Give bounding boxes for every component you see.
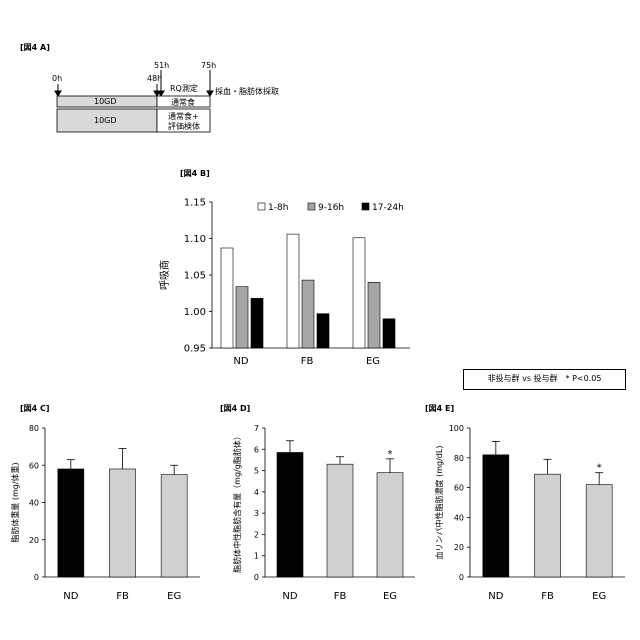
panel-b-title: [図4 B] bbox=[180, 168, 210, 179]
chart-d-y-tick-label: 3 bbox=[254, 509, 259, 518]
chart-c-x-tick-label: ND bbox=[63, 591, 78, 602]
chart-d-x-tick-label: EG bbox=[383, 591, 397, 602]
chart-c-bar-fb bbox=[110, 469, 136, 577]
chart-e-significance-mark: * bbox=[597, 463, 602, 474]
chart-b-bar-nd-1 bbox=[236, 287, 248, 348]
chart-e-y-tick-label: 100 bbox=[449, 424, 464, 433]
sampling-label: 採血・脂肪体採取 bbox=[215, 86, 279, 97]
chart-d-bar-eg bbox=[377, 473, 403, 577]
time-label-51h: 51h bbox=[154, 61, 169, 70]
chart-c-bar-nd bbox=[58, 469, 84, 577]
chart-b-legend-swatch bbox=[258, 203, 265, 210]
chart-d-y-tick-label: 2 bbox=[254, 530, 259, 539]
chart-b-bar-nd-0 bbox=[221, 248, 233, 348]
chart-b-y-tick-label: 1.05 bbox=[184, 271, 206, 282]
time-label-75h: 75h bbox=[201, 61, 216, 70]
chart-b-bar-eg-1 bbox=[368, 282, 380, 348]
chart-d-y-tick-label: 0 bbox=[254, 573, 259, 582]
chart-b-legend-label: 17-24h bbox=[372, 203, 404, 213]
panel-c-title: [図4 C] bbox=[20, 403, 50, 414]
chart-e-y-tick-label: 40 bbox=[454, 513, 464, 522]
chart-b-bar-eg-0 bbox=[353, 238, 365, 348]
arrow-0h-head bbox=[55, 91, 61, 96]
chart-b-y-tick-label: 1.10 bbox=[184, 234, 206, 245]
chart-d: 0 1 2 3 4 5 6 7 脂肪体中性脂肪含有量（mg/g脂肪体） ND FB * EG bbox=[210, 415, 420, 615]
chart-c-y-tick-label: 0 bbox=[34, 573, 39, 582]
chart-c-bar-eg bbox=[161, 475, 187, 577]
panel-e-title: [図4 E] bbox=[425, 403, 454, 414]
chart-c-y-tick-label: 60 bbox=[29, 461, 39, 470]
chart-d-bar-fb bbox=[327, 464, 353, 577]
chart-e-bar-eg bbox=[586, 485, 612, 577]
chart-b-bar-fb-2 bbox=[317, 314, 329, 348]
chart-e-bar-nd bbox=[483, 455, 509, 577]
chart-e-y-axis-label: 血リンパ中性脂肪濃度 (mg/dL) bbox=[434, 446, 444, 560]
chart-e-x-tick-label: FB bbox=[541, 591, 554, 602]
chart-b-y-axis-label: 呼吸商 bbox=[158, 260, 171, 290]
chart-c: 0 20 40 60 80 脂肪体重量 (mg/体重) ND FB EG bbox=[0, 415, 210, 615]
chart-b-bar-fb-0 bbox=[287, 234, 299, 348]
chart-d-y-tick-label: 7 bbox=[254, 424, 259, 433]
rq-measure-label: RQ測定 bbox=[170, 83, 198, 94]
chart-e-x-tick-label: ND bbox=[488, 591, 503, 602]
chart-e-y-tick-label: 0 bbox=[459, 573, 464, 582]
chart-c-y-tick-label: 80 bbox=[29, 424, 39, 433]
chart-e-y-tick-label: 20 bbox=[454, 543, 464, 552]
chart-b-legend-swatch bbox=[308, 203, 315, 210]
chart-d-y-tick-label: 1 bbox=[254, 552, 259, 561]
chart-d-y-tick-label: 5 bbox=[254, 467, 259, 476]
row2-right-label-2: 評価検体 bbox=[168, 121, 200, 132]
row1-left-label: 10GD bbox=[94, 97, 117, 106]
row2-left-label: 10GD bbox=[94, 116, 117, 125]
time-label-0h: 0h bbox=[52, 74, 62, 83]
chart-d-y-tick-label: 6 bbox=[254, 445, 259, 454]
chart-c-y-tick-label: 40 bbox=[29, 499, 39, 508]
chart-b-bar-nd-2 bbox=[251, 298, 263, 348]
chart-b-y-tick-label: 0.95 bbox=[184, 344, 206, 355]
arrow-75h-head bbox=[207, 91, 213, 96]
chart-e-x-tick-label: EG bbox=[592, 591, 606, 602]
chart-e-bar-fb bbox=[535, 474, 561, 577]
panel-d-title: [図4 D] bbox=[220, 403, 250, 414]
chart-b-legend-label: 1-8h bbox=[268, 203, 288, 213]
chart-e-y-tick-label: 60 bbox=[454, 484, 464, 493]
chart-e-y-tick-label: 80 bbox=[454, 454, 464, 463]
chart-b-legend-swatch bbox=[362, 203, 369, 210]
chart-d-y-tick-label: 4 bbox=[254, 488, 259, 497]
chart-b-bar-fb-1 bbox=[302, 280, 314, 348]
chart-b-x-tick-label: ND bbox=[233, 356, 248, 367]
chart-c-y-axis-label: 脂肪体重量 (mg/体重) bbox=[10, 462, 20, 542]
chart-d-bar-nd bbox=[277, 452, 303, 577]
time-label-48h: 48h bbox=[147, 74, 162, 83]
chart-c-y-tick-label: 20 bbox=[29, 536, 39, 545]
chart-b-y-tick-label: 1.15 bbox=[184, 198, 206, 209]
chart-b-x-tick-label: EG bbox=[366, 356, 380, 367]
chart-b-x-tick-label: FB bbox=[301, 356, 314, 367]
significance-note: 非投与群 vs 投与群 * P<0.05 bbox=[463, 369, 626, 390]
chart-b-y-tick-label: 1.00 bbox=[184, 307, 206, 318]
chart-d-x-tick-label: FB bbox=[334, 591, 347, 602]
chart-d-y-axis-label: 脂肪体中性脂肪含有量（mg/g脂肪体） bbox=[232, 432, 242, 573]
panel-a-diagram bbox=[0, 0, 640, 160]
chart-b-legend-label: 9-16h bbox=[318, 203, 344, 213]
chart-c-x-tick-label: EG bbox=[167, 591, 181, 602]
chart-e: 0 20 40 60 80 100 血リンパ中性脂肪濃度 (mg/dL) ND FB * EG bbox=[420, 415, 640, 615]
chart-d-x-tick-label: ND bbox=[282, 591, 297, 602]
chart-b: 0.95 1.00 1.05 1.10 1.15 呼吸商 ND FB EG 1-8h 9-16h 17… bbox=[0, 180, 640, 390]
row1-right-label: 通常食 bbox=[171, 97, 195, 108]
chart-b-bar-eg-2 bbox=[383, 319, 395, 348]
chart-d-significance-mark: * bbox=[388, 449, 393, 460]
chart-c-x-tick-label: FB bbox=[116, 591, 129, 602]
